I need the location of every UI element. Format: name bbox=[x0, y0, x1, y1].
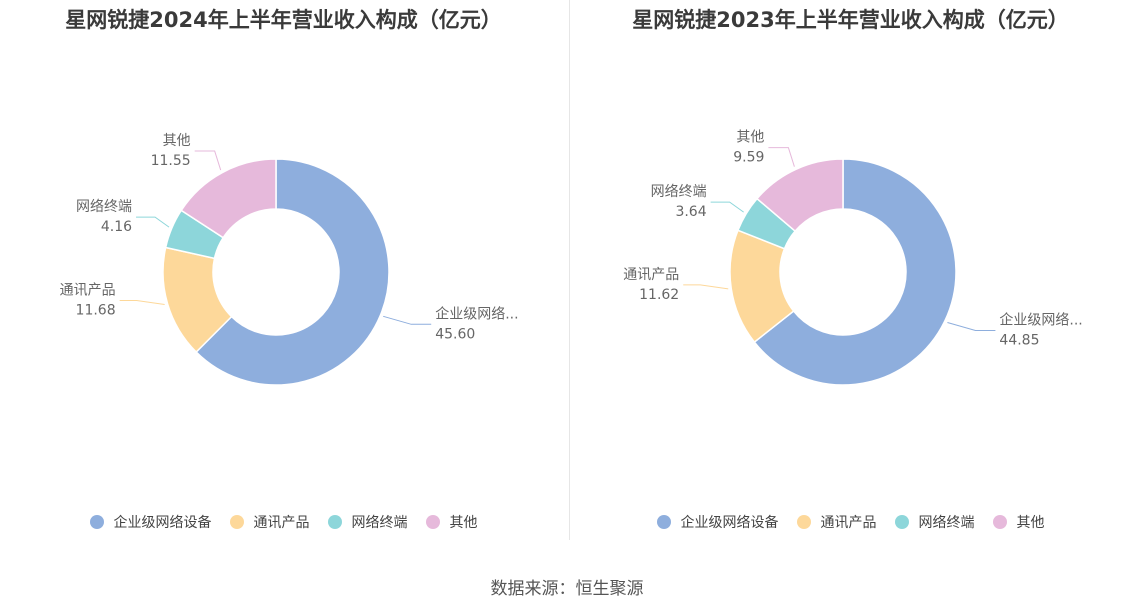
legend-item-enterprise[interactable]: 企业级网络设备 bbox=[656, 512, 779, 532]
legend-item-terminal[interactable]: 网络终端 bbox=[894, 512, 975, 532]
slice-value-enterprise: 44.85 bbox=[999, 333, 1039, 349]
leader-line-terminal bbox=[136, 216, 170, 228]
leader-line-comm bbox=[683, 284, 729, 290]
donut-chart-2024: 企业级网络... 45.60 通讯产品 11.68 网络终端 4.16 其他 11.55 bbox=[60, 133, 519, 386]
legend-label: 企业级网络设备 bbox=[113, 515, 212, 531]
legend-label: 企业级网络设备 bbox=[680, 515, 779, 531]
donut-chart-2023: 企业级网络... 44.85 通讯产品 11.62 网络终端 3.64 其他 9.59 bbox=[623, 130, 1083, 386]
slice-label-comm: 通讯产品 bbox=[623, 267, 679, 283]
legend-label: 其他 bbox=[1016, 515, 1045, 531]
legend-marker bbox=[229, 515, 244, 529]
donut-slice-other[interactable] bbox=[755, 158, 844, 233]
slice-value-terminal: 4.16 bbox=[101, 219, 132, 235]
legend-marker bbox=[992, 515, 1007, 529]
legend-item-enterprise[interactable]: 企业级网络设备 bbox=[89, 512, 212, 532]
legend-label: 网络终端 bbox=[918, 515, 975, 531]
slice-value-other: 9.59 bbox=[733, 150, 764, 166]
chart-title: 星网锐捷2024年上半年营业收入构成（亿元） bbox=[65, 8, 502, 32]
slice-label-enterprise: 企业级网络... bbox=[999, 312, 1082, 329]
leader-line-enterprise bbox=[383, 315, 432, 325]
legend-item-comm[interactable]: 通讯产品 bbox=[796, 512, 877, 532]
slice-value-comm: 11.68 bbox=[76, 303, 116, 319]
legend-label: 通讯产品 bbox=[820, 515, 877, 531]
legend-marker bbox=[656, 515, 671, 529]
chart-title: 星网锐捷2023年上半年营业收入构成（亿元） bbox=[632, 8, 1069, 32]
leader-line-other bbox=[768, 147, 795, 167]
slice-value-comm: 11.62 bbox=[639, 287, 679, 303]
leader-line-other bbox=[194, 150, 222, 171]
divider bbox=[569, 0, 570, 540]
slice-label-enterprise: 企业级网络... bbox=[435, 305, 518, 322]
slice-label-other: 其他 bbox=[736, 130, 764, 146]
data-source: 数据来源：恒生聚源 bbox=[490, 579, 644, 599]
slice-label-terminal: 网络终端 bbox=[76, 199, 132, 215]
slice-label-terminal: 网络终端 bbox=[651, 184, 707, 200]
leader-line-enterprise bbox=[947, 322, 996, 332]
legend-marker bbox=[89, 515, 104, 529]
legend-marker bbox=[796, 515, 811, 529]
legend-item-terminal[interactable]: 网络终端 bbox=[327, 512, 408, 532]
leader-line-terminal bbox=[710, 201, 744, 213]
legend-item-other[interactable]: 其他 bbox=[425, 512, 478, 532]
chart-panel-2024: 星网锐捷2024年上半年营业收入构成（亿元） 企业级网络... 45.60 通讯产品… bbox=[0, 0, 567, 560]
legend-label: 网络终端 bbox=[351, 515, 408, 531]
chart-panel-2023: 星网锐捷2023年上半年营业收入构成（亿元） 企业级网络... 44.85 通讯产品… bbox=[567, 0, 1134, 560]
leader-line-comm bbox=[119, 300, 165, 306]
slice-value-enterprise: 45.60 bbox=[435, 326, 475, 342]
legend: 企业级网络设备 通讯产品 网络终端 其他 bbox=[0, 512, 567, 532]
slice-label-other: 其他 bbox=[163, 133, 191, 149]
legend-marker bbox=[894, 515, 909, 529]
slice-value-other: 11.55 bbox=[151, 153, 191, 169]
donut-slice-enterprise[interactable] bbox=[753, 158, 957, 386]
legend-marker bbox=[425, 515, 440, 529]
slice-value-terminal: 3.64 bbox=[675, 204, 706, 220]
donut-slice-other[interactable] bbox=[180, 158, 277, 239]
slice-label-comm: 通讯产品 bbox=[60, 283, 116, 299]
legend-item-other[interactable]: 其他 bbox=[992, 512, 1045, 532]
donut-slice-enterprise[interactable] bbox=[195, 158, 390, 386]
legend-label: 通讯产品 bbox=[253, 515, 310, 531]
legend-item-comm[interactable]: 通讯产品 bbox=[229, 512, 310, 532]
legend: 企业级网络设备 通讯产品 网络终端 其他 bbox=[567, 512, 1134, 532]
legend-marker bbox=[327, 515, 342, 529]
legend-label: 其他 bbox=[449, 515, 478, 531]
